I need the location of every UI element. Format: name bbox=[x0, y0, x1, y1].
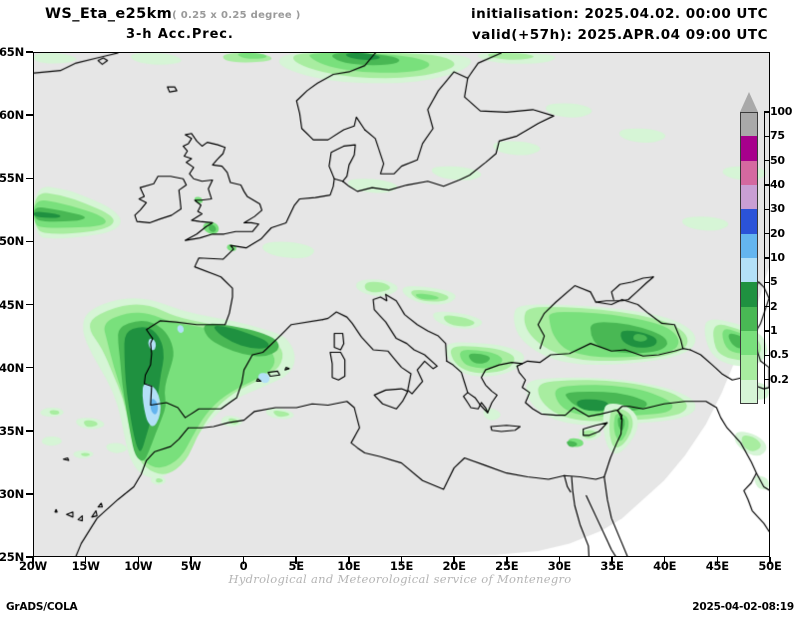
longitude-tick bbox=[558, 557, 561, 564]
colorbar-tick bbox=[764, 281, 769, 283]
latitude-label: 40N bbox=[0, 360, 24, 375]
longitude-label: 30E bbox=[547, 559, 572, 573]
colorbar-tick-label: 100 bbox=[770, 105, 793, 118]
longitude-tick bbox=[137, 557, 140, 564]
longitude-tick bbox=[190, 557, 192, 564]
colorbar-tick-label: 30 bbox=[770, 202, 785, 216]
longitude-tick bbox=[716, 557, 719, 564]
colorbar-segment bbox=[740, 136, 758, 161]
model-resolution: ( 0.25 x 0.25 degree ) bbox=[172, 10, 301, 21]
latitude-tick bbox=[26, 303, 33, 306]
colorbar-tick bbox=[764, 330, 769, 332]
latitude-label: 50N bbox=[0, 234, 24, 249]
longitude-tick bbox=[611, 557, 613, 564]
latitude-tick bbox=[26, 556, 33, 558]
colorbar-tick bbox=[764, 354, 769, 356]
latitude-label: 55N bbox=[0, 171, 24, 186]
product-title: 3-h Acc.Prec. bbox=[126, 27, 234, 42]
colorbar-tick-label: 0.2 bbox=[770, 372, 789, 386]
longitude-label: 20E bbox=[442, 559, 466, 573]
map-plot-area bbox=[33, 52, 770, 557]
colorbar-segment bbox=[740, 112, 758, 137]
longitude-label: 15W bbox=[71, 559, 100, 573]
latitude-tick bbox=[26, 177, 33, 179]
precipitation-colorbar bbox=[740, 92, 758, 426]
colorbar-tick bbox=[764, 111, 769, 113]
colorbar-tick bbox=[764, 208, 769, 210]
latitude-label: 45N bbox=[0, 297, 24, 312]
colorbar-segment bbox=[740, 209, 758, 234]
longitude-label: 35E bbox=[600, 559, 624, 573]
colorbar-segment bbox=[740, 233, 758, 258]
longitude-tick bbox=[769, 557, 771, 564]
longitude-label: 10W bbox=[124, 559, 153, 573]
precipitation-raster bbox=[34, 53, 769, 556]
model-title: WS_Eta_e25km( 0.25 x 0.25 degree ) bbox=[45, 6, 301, 22]
longitude-label: 20W bbox=[18, 559, 48, 573]
longitude-label: 25E bbox=[495, 559, 519, 573]
colorbar-tick-label: 1 bbox=[770, 324, 778, 337]
colorbar-segment bbox=[740, 355, 758, 380]
colorbar-tick bbox=[764, 306, 769, 308]
colorbar-tick bbox=[764, 135, 769, 137]
colorbar-tick-label: 50 bbox=[770, 153, 785, 167]
latitude-tick bbox=[26, 240, 33, 243]
longitude-label: 0 bbox=[239, 559, 248, 573]
colorbar-tick-label: 40 bbox=[770, 178, 785, 191]
longitude-tick bbox=[400, 557, 403, 564]
longitude-tick bbox=[348, 557, 350, 564]
longitude-label: 40E bbox=[653, 559, 677, 573]
longitude-tick bbox=[506, 557, 508, 564]
latitude-label: 30N bbox=[0, 486, 24, 501]
longitude-label: 15E bbox=[389, 559, 414, 573]
colorbar-over-arrow bbox=[740, 92, 758, 112]
map-attribution: Hydrological and Meteorological service … bbox=[228, 572, 572, 586]
longitude-label: 10E bbox=[337, 559, 361, 573]
colorbar-tick-label: 75 bbox=[770, 129, 785, 143]
model-name: WS_Eta_e25km bbox=[45, 6, 173, 22]
colorbar-segment bbox=[740, 379, 758, 404]
colorbar-tick-label: 0.5 bbox=[770, 348, 789, 362]
longitude-label: 45E bbox=[705, 559, 729, 573]
colorbar-segment bbox=[740, 282, 758, 307]
latitude-label: 35N bbox=[0, 423, 24, 438]
longitude-label: 5W bbox=[180, 559, 202, 573]
colorbar-tick-label: 20 bbox=[770, 226, 785, 240]
longitude-tick bbox=[242, 557, 245, 564]
colorbar-segment bbox=[740, 258, 758, 283]
longitude-label: 5E bbox=[288, 559, 304, 573]
longitude-tick bbox=[32, 557, 34, 564]
colorbar-tick bbox=[764, 233, 769, 235]
longitude-tick bbox=[663, 557, 666, 564]
colorbar-tick-label: 10 bbox=[770, 251, 785, 264]
colorbar-tick bbox=[764, 379, 769, 381]
latitude-tick bbox=[26, 493, 33, 495]
latitude-label: 60N bbox=[0, 108, 24, 123]
latitude-tick bbox=[26, 51, 33, 53]
longitude-tick bbox=[84, 557, 87, 564]
colorbar-tick-label: 2 bbox=[770, 299, 778, 313]
colorbar-segment bbox=[740, 160, 758, 185]
latitude-tick bbox=[26, 114, 33, 116]
colorbar-segment bbox=[740, 331, 758, 356]
colorbar-under-arrow bbox=[740, 404, 758, 426]
colorbar-segment bbox=[740, 306, 758, 331]
latitude-label: 65N bbox=[0, 45, 24, 59]
colorbar-segment bbox=[740, 185, 758, 210]
latitude-label: 25N bbox=[0, 550, 24, 564]
longitude-label: 50E bbox=[758, 559, 782, 573]
render-timestamp: 2025-04-02-08:19 bbox=[692, 601, 794, 613]
colorbar-tick bbox=[764, 257, 769, 259]
longitude-tick bbox=[453, 557, 455, 564]
longitude-tick bbox=[295, 557, 297, 564]
latitude-tick bbox=[26, 430, 33, 432]
colorbar-tick bbox=[764, 184, 769, 186]
producer-label: GrADS/COLA bbox=[6, 601, 78, 613]
latitude-tick bbox=[26, 366, 33, 369]
valid-time: valid(+57h): 2025.APR.04 09:00 UTC bbox=[471, 27, 768, 43]
colorbar-tick bbox=[764, 160, 769, 162]
initialisation-time: initialisation: 2025.04.02. 00:00 UTC bbox=[470, 6, 768, 22]
colorbar-tick-label: 5 bbox=[770, 275, 778, 289]
